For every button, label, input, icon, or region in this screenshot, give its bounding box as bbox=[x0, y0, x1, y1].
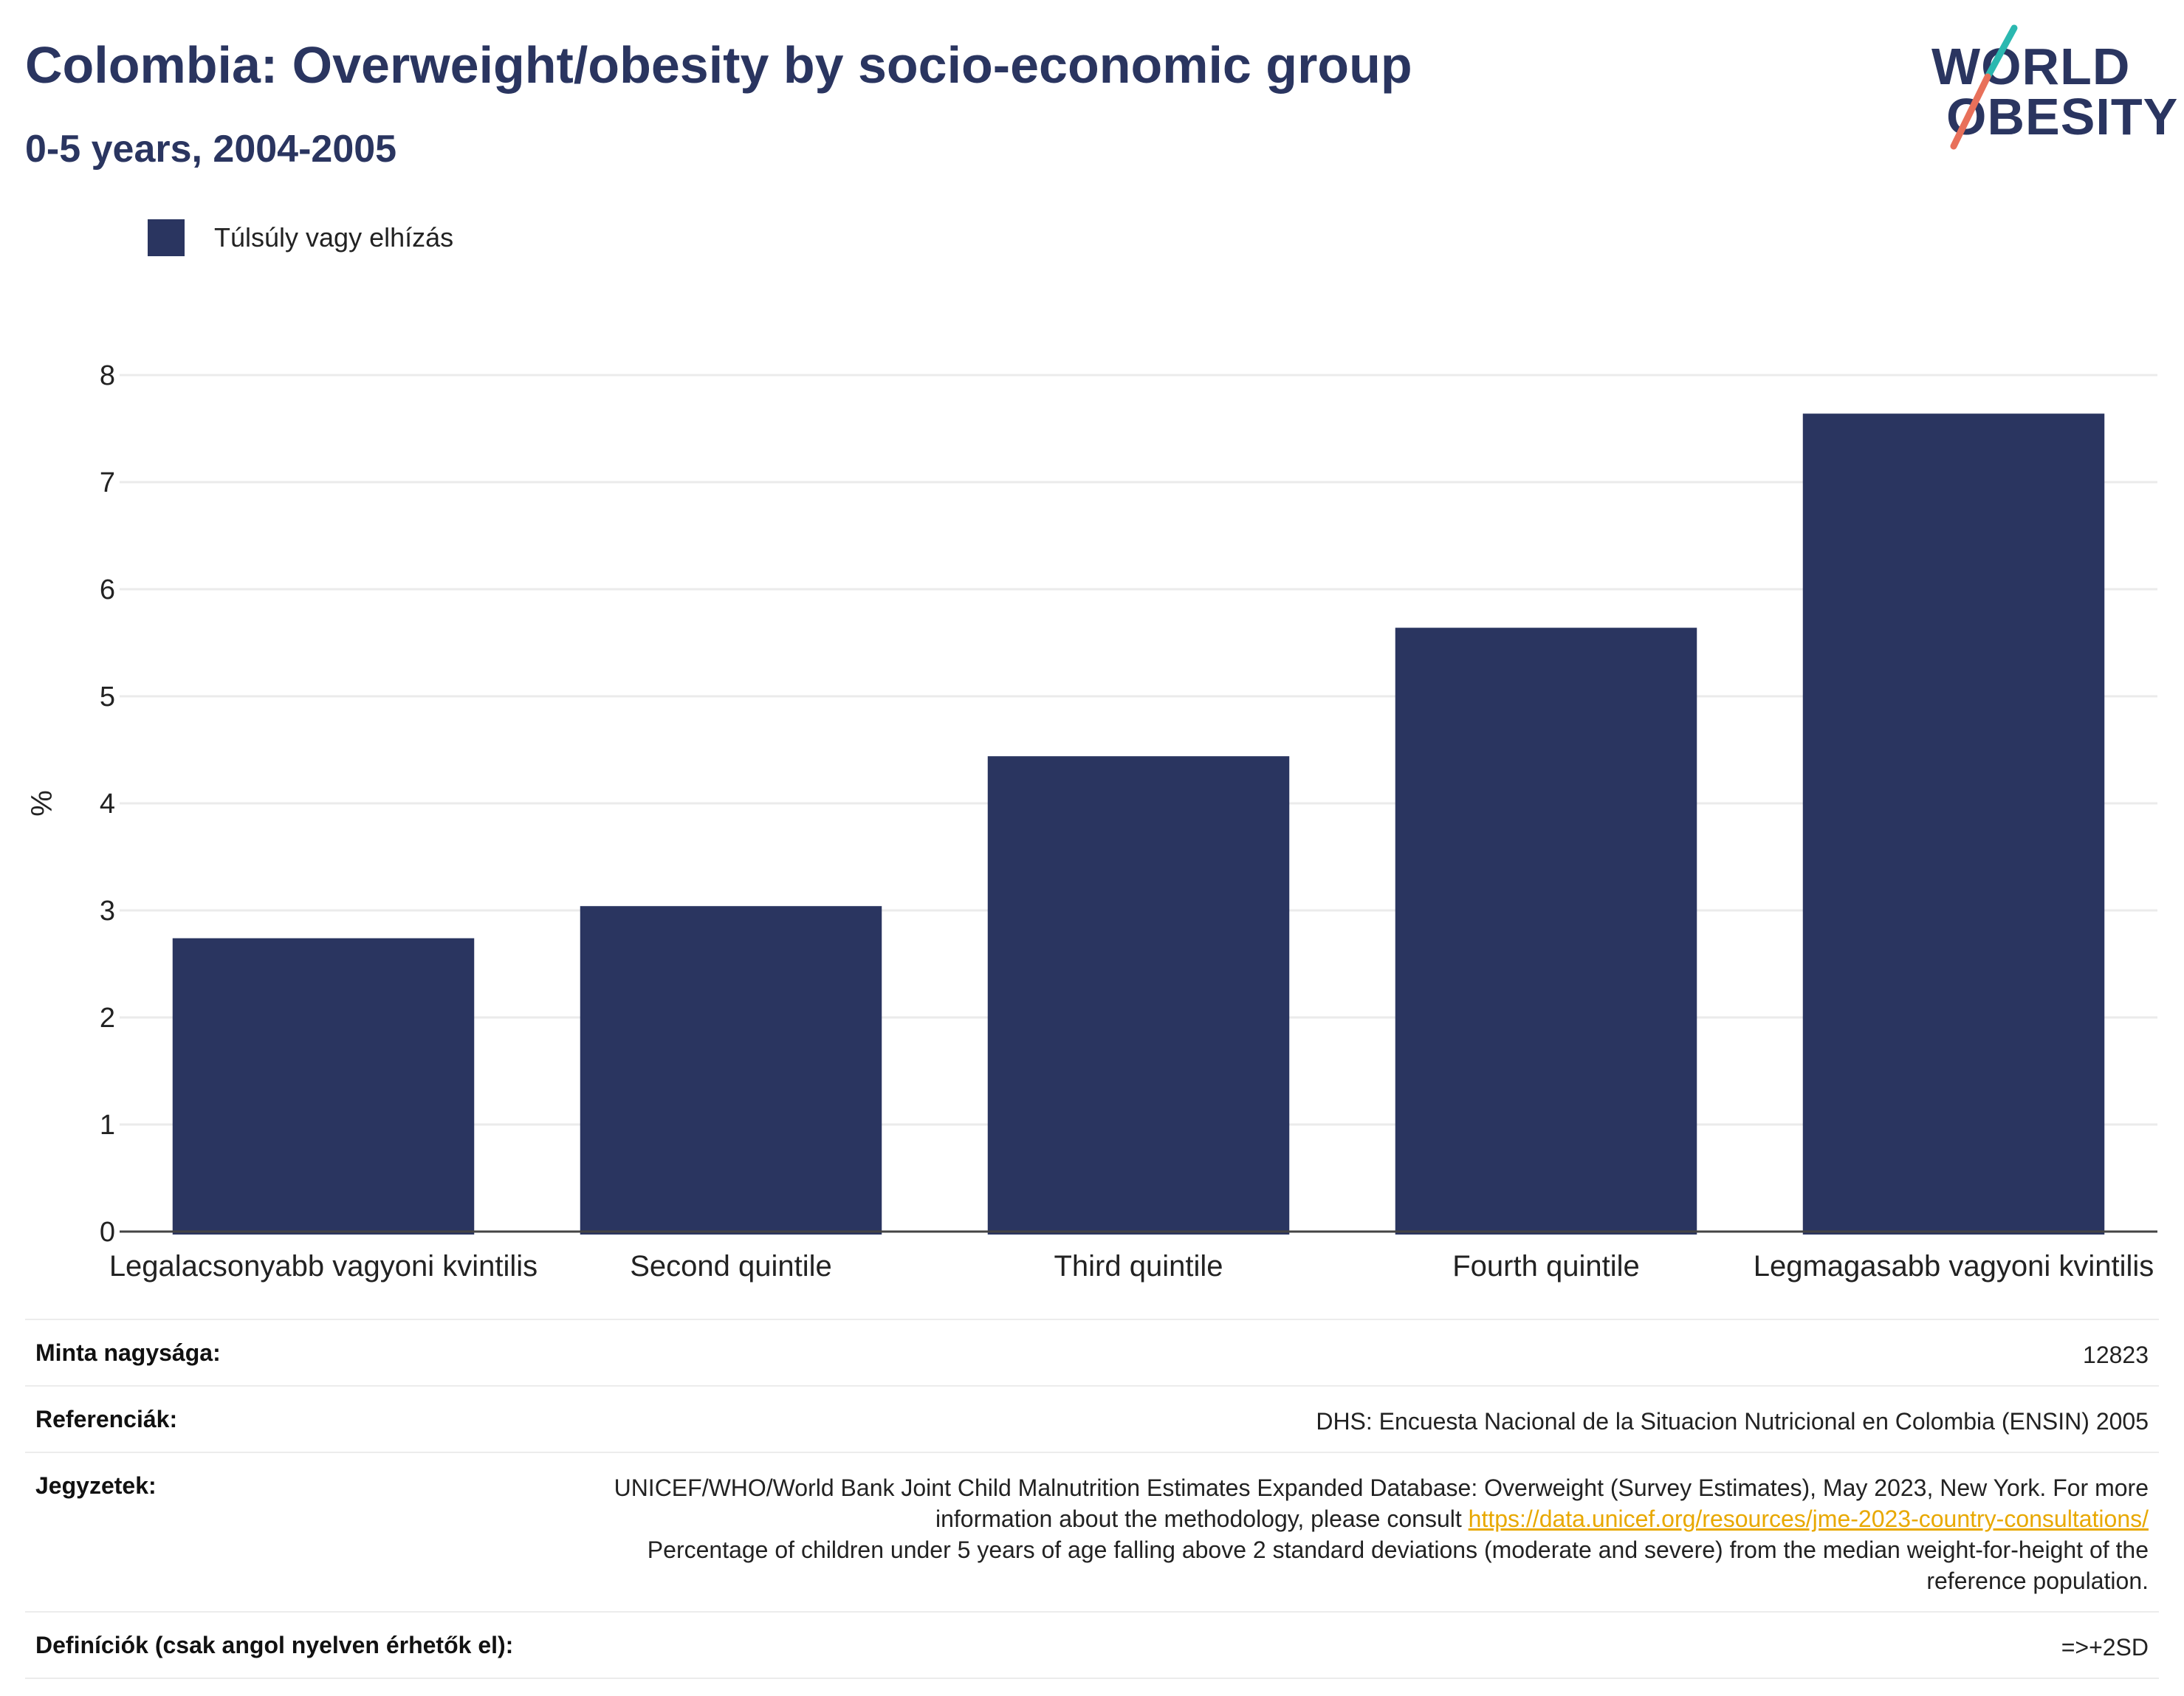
meta-row-sample: Minta nagysága: 12823 bbox=[25, 1319, 2159, 1385]
y-tick-label: 1 bbox=[100, 1110, 115, 1141]
definitions-value: =>+2SD bbox=[2061, 1634, 2149, 1661]
chart-legend: Túlsúly vagy elhízás bbox=[148, 219, 453, 257]
x-tick-label: Fourth quintile bbox=[1452, 1250, 1639, 1283]
logo-text-line2: OBESITY bbox=[1946, 88, 2179, 145]
notes-text-1: UNICEF/WHO/World Bank Joint Child Malnut… bbox=[614, 1474, 2149, 1532]
references-label: Referenciák: bbox=[35, 1406, 178, 1432]
legend-label: Túlsúly vagy elhízás bbox=[214, 222, 454, 253]
bar bbox=[987, 756, 1290, 1235]
logo-text-line1: WORLD bbox=[1931, 38, 2131, 95]
methodology-link[interactable]: https://data.unicef.org/resources/jme-20… bbox=[1468, 1506, 2149, 1532]
sample-size-value: 12823 bbox=[2083, 1342, 2149, 1368]
y-axis-label: % bbox=[26, 790, 58, 817]
y-tick-label: 2 bbox=[100, 1003, 115, 1034]
world-obesity-logo: WORLD OBESITY bbox=[1920, 22, 2177, 155]
metadata-table: Minta nagysága: 12823 Referenciák: DHS: … bbox=[25, 1319, 2159, 1679]
notes-label: Jegyzetek: bbox=[35, 1472, 157, 1499]
bar bbox=[580, 906, 882, 1235]
bar bbox=[1395, 628, 1697, 1235]
y-tick-label: 5 bbox=[100, 682, 115, 713]
definitions-label: Definíciók (csak angol nyelven érhetők e… bbox=[35, 1632, 514, 1658]
meta-row-definitions: Definíciók (csak angol nyelven érhetők e… bbox=[25, 1611, 2159, 1679]
notes-text-2: Percentage of children under 5 years of … bbox=[647, 1537, 2149, 1594]
chart-title: Colombia: Overweight/obesity by socio-ec… bbox=[25, 36, 1412, 94]
y-tick-label: 4 bbox=[100, 789, 115, 820]
bar bbox=[172, 938, 475, 1235]
sample-size-label: Minta nagysága: bbox=[35, 1339, 221, 1366]
x-tick-label: Legalacsonyabb vagyoni kvintilis bbox=[109, 1250, 538, 1283]
references-value: DHS: Encuesta Nacional de la Situacion N… bbox=[1316, 1408, 2149, 1435]
chart-subtitle: 0-5 years, 2004-2005 bbox=[25, 128, 397, 171]
x-tick-label: Legmagasabb vagyoni kvintilis bbox=[1754, 1250, 2154, 1283]
notes-value: UNICEF/WHO/World Bank Joint Child Malnut… bbox=[605, 1472, 2149, 1596]
bar-chart: 0 1 2 3 4 5 6 7 8% Legalacsonyabb vagyoni kvintil… bbox=[26, 360, 2157, 1283]
x-tick-label: Second quintile bbox=[630, 1250, 832, 1283]
meta-row-references: Referenciák: DHS: Encuesta Nacional de l… bbox=[25, 1385, 2159, 1452]
legend-swatch bbox=[148, 219, 185, 256]
bar bbox=[1802, 413, 2105, 1235]
meta-row-notes: Jegyzetek: UNICEF/WHO/World Bank Joint C… bbox=[25, 1452, 2159, 1611]
y-tick-label: 8 bbox=[100, 360, 115, 391]
y-tick-label: 6 bbox=[100, 574, 115, 605]
y-tick-label: 0 bbox=[100, 1217, 115, 1248]
x-tick-label: Third quintile bbox=[1054, 1250, 1223, 1283]
y-tick-label: 3 bbox=[100, 896, 115, 927]
logo-slash-icon bbox=[1950, 24, 2018, 150]
y-tick-label: 7 bbox=[100, 467, 115, 498]
